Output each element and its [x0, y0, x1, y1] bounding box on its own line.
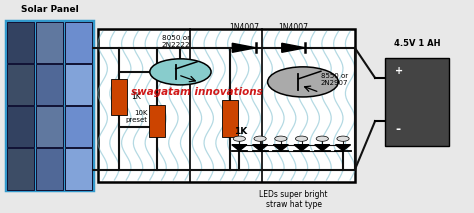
Text: 10K
preset: 10K preset: [126, 110, 147, 123]
Circle shape: [268, 67, 338, 97]
Polygon shape: [232, 43, 256, 52]
Text: 1N4007: 1N4007: [229, 23, 259, 32]
Polygon shape: [253, 145, 268, 151]
FancyBboxPatch shape: [7, 148, 34, 190]
FancyBboxPatch shape: [65, 148, 92, 190]
Text: -: -: [395, 123, 400, 136]
FancyBboxPatch shape: [98, 29, 355, 182]
Text: 8550 or
2N2907: 8550 or 2N2907: [320, 73, 348, 86]
Text: 4.5V 1 AH: 4.5V 1 AH: [394, 39, 440, 47]
Polygon shape: [315, 145, 330, 151]
Circle shape: [337, 136, 349, 141]
FancyBboxPatch shape: [65, 106, 92, 147]
Text: +: +: [395, 66, 403, 76]
FancyBboxPatch shape: [7, 106, 34, 147]
Polygon shape: [273, 145, 288, 151]
Circle shape: [295, 136, 308, 141]
FancyBboxPatch shape: [149, 105, 165, 137]
FancyBboxPatch shape: [65, 22, 92, 63]
Polygon shape: [232, 145, 247, 151]
FancyBboxPatch shape: [385, 58, 449, 146]
Text: Solar Panel: Solar Panel: [21, 6, 79, 14]
Polygon shape: [294, 145, 309, 151]
FancyBboxPatch shape: [36, 148, 63, 190]
FancyBboxPatch shape: [36, 22, 63, 63]
FancyBboxPatch shape: [36, 64, 63, 105]
Circle shape: [254, 136, 266, 141]
Text: 1N4007: 1N4007: [279, 23, 309, 32]
FancyBboxPatch shape: [7, 22, 34, 63]
FancyBboxPatch shape: [222, 101, 238, 137]
Text: 1K: 1K: [131, 92, 141, 101]
FancyBboxPatch shape: [111, 79, 127, 115]
Polygon shape: [282, 43, 305, 52]
Circle shape: [316, 136, 328, 141]
Text: 1K: 1K: [234, 127, 247, 135]
Circle shape: [275, 136, 287, 141]
Circle shape: [233, 136, 246, 141]
Text: 8050 or
2N2222: 8050 or 2N2222: [162, 35, 190, 48]
FancyBboxPatch shape: [7, 64, 34, 105]
Polygon shape: [336, 145, 351, 151]
Text: LEDs super bright
straw hat type: LEDs super bright straw hat type: [259, 190, 328, 209]
FancyBboxPatch shape: [6, 22, 93, 190]
Circle shape: [150, 59, 211, 85]
Text: swagatam innovations: swagatam innovations: [131, 87, 263, 97]
FancyBboxPatch shape: [36, 106, 63, 147]
FancyBboxPatch shape: [65, 64, 92, 105]
